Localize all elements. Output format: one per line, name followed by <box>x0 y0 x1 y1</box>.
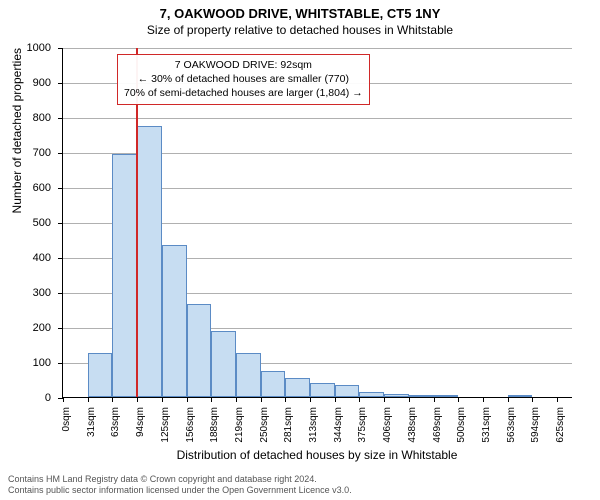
histogram-bar <box>187 304 212 397</box>
y-tick-label: 500 <box>33 217 63 229</box>
histogram-bar <box>335 385 360 397</box>
x-tick-label: 94sqm <box>135 407 146 437</box>
x-tick-mark <box>458 397 459 402</box>
x-tick-mark <box>335 397 336 402</box>
x-tick-label: 375sqm <box>357 407 368 443</box>
y-tick-label: 200 <box>33 322 63 334</box>
chart-title-main: 7, OAKWOOD DRIVE, WHITSTABLE, CT5 1NY <box>0 0 600 21</box>
x-tick-mark <box>384 397 385 402</box>
footer-attribution: Contains HM Land Registry data © Crown c… <box>8 474 592 496</box>
x-axis-label: Distribution of detached houses by size … <box>62 448 572 462</box>
x-tick-mark <box>261 397 262 402</box>
x-tick-label: 438sqm <box>407 407 418 443</box>
x-tick-label: 63sqm <box>110 407 121 437</box>
x-tick-label: 625sqm <box>555 407 566 443</box>
annotation-line-3: 70% of semi-detached houses are larger (… <box>124 86 363 100</box>
chart-title-sub: Size of property relative to detached ho… <box>0 21 600 37</box>
annotation-box: 7 OAKWOOD DRIVE: 92sqm ← 30% of detached… <box>117 54 370 105</box>
plot-area: 010020030040050060070080090010000sqm31sq… <box>62 48 572 398</box>
x-tick-mark <box>532 397 533 402</box>
x-tick-mark <box>63 397 64 402</box>
histogram-bar <box>409 395 434 397</box>
annotation-line-2: ← 30% of detached houses are smaller (77… <box>124 72 363 86</box>
x-tick-mark <box>162 397 163 402</box>
x-tick-label: 313sqm <box>308 407 319 443</box>
x-tick-mark <box>508 397 509 402</box>
x-tick-mark <box>434 397 435 402</box>
histogram-bar <box>434 395 459 397</box>
x-tick-label: 188sqm <box>209 407 220 443</box>
histogram-bar <box>285 378 310 397</box>
y-tick-label: 800 <box>33 112 63 124</box>
gridline <box>63 118 572 119</box>
footer-line-2: Contains public sector information licen… <box>8 485 592 496</box>
y-tick-label: 300 <box>33 287 63 299</box>
x-tick-mark <box>112 397 113 402</box>
y-tick-label: 700 <box>33 147 63 159</box>
histogram-bar <box>359 392 384 397</box>
x-tick-mark <box>187 397 188 402</box>
x-tick-label: 31sqm <box>86 407 97 437</box>
y-tick-label: 1000 <box>27 42 63 54</box>
x-tick-label: 531sqm <box>481 407 492 443</box>
histogram-bar <box>236 353 261 397</box>
histogram-bar <box>384 394 409 398</box>
histogram-bar <box>261 371 286 397</box>
x-tick-mark <box>483 397 484 402</box>
x-tick-mark <box>211 397 212 402</box>
histogram-bar <box>211 331 236 398</box>
x-tick-label: 250sqm <box>259 407 270 443</box>
y-tick-label: 100 <box>33 357 63 369</box>
x-tick-label: 156sqm <box>185 407 196 443</box>
x-tick-mark <box>285 397 286 402</box>
x-tick-label: 0sqm <box>61 407 72 431</box>
histogram-bar <box>88 353 113 397</box>
x-tick-mark <box>236 397 237 402</box>
y-tick-label: 600 <box>33 182 63 194</box>
x-tick-label: 125sqm <box>160 407 171 443</box>
histogram-bar <box>310 383 335 397</box>
y-tick-label: 900 <box>33 77 63 89</box>
x-tick-label: 563sqm <box>506 407 517 443</box>
y-axis-label: Number of detached properties <box>10 0 24 223</box>
x-tick-label: 281sqm <box>283 407 294 443</box>
y-tick-label: 0 <box>45 392 63 404</box>
footer-line-1: Contains HM Land Registry data © Crown c… <box>8 474 592 485</box>
histogram-bar <box>112 154 137 397</box>
x-tick-mark <box>409 397 410 402</box>
x-tick-mark <box>310 397 311 402</box>
x-tick-label: 219sqm <box>234 407 245 443</box>
x-tick-label: 500sqm <box>456 407 467 443</box>
x-tick-mark <box>137 397 138 402</box>
x-tick-label: 469sqm <box>432 407 443 443</box>
histogram-bar <box>508 395 533 397</box>
histogram-bar <box>137 126 162 397</box>
x-tick-mark <box>359 397 360 402</box>
annotation-line-1: 7 OAKWOOD DRIVE: 92sqm <box>124 58 363 72</box>
x-tick-label: 406sqm <box>382 407 393 443</box>
gridline <box>63 48 572 49</box>
x-tick-label: 594sqm <box>530 407 541 443</box>
x-tick-mark <box>557 397 558 402</box>
x-tick-label: 344sqm <box>333 407 344 443</box>
y-tick-label: 400 <box>33 252 63 264</box>
histogram-bar <box>162 245 187 397</box>
x-tick-mark <box>88 397 89 402</box>
chart-container: 7, OAKWOOD DRIVE, WHITSTABLE, CT5 1NY Si… <box>0 0 600 500</box>
